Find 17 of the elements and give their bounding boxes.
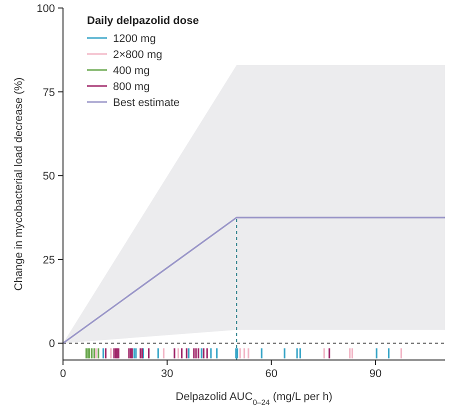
- legend-title: Daily delpazolid dose: [87, 15, 199, 27]
- legend-label: 400 mg: [113, 65, 150, 77]
- y-tick-label: 50: [42, 170, 55, 183]
- x-tick-label: 30: [161, 368, 174, 380]
- y-tick-label: 75: [42, 86, 55, 99]
- y-tick-label: 100: [36, 3, 55, 15]
- y-axis-title: Change in mycobacterial load decrease (%): [13, 77, 25, 291]
- y-tick-label: 0: [48, 338, 55, 350]
- x-tick-label: 90: [369, 368, 382, 380]
- x-axis-title: Delpazolid AUC$_{0–24}$ (mg/L per h): [176, 391, 332, 406]
- x-tick-label: 60: [265, 368, 278, 380]
- legend-label: 800 mg: [113, 81, 150, 93]
- x-tick-label: 0: [60, 368, 66, 380]
- legend-label: 1200 mg: [113, 33, 156, 45]
- y-tick-label: 25: [42, 254, 55, 266]
- legend-label: Best estimate: [113, 97, 180, 109]
- legend-label: 2×800 mg: [113, 49, 162, 61]
